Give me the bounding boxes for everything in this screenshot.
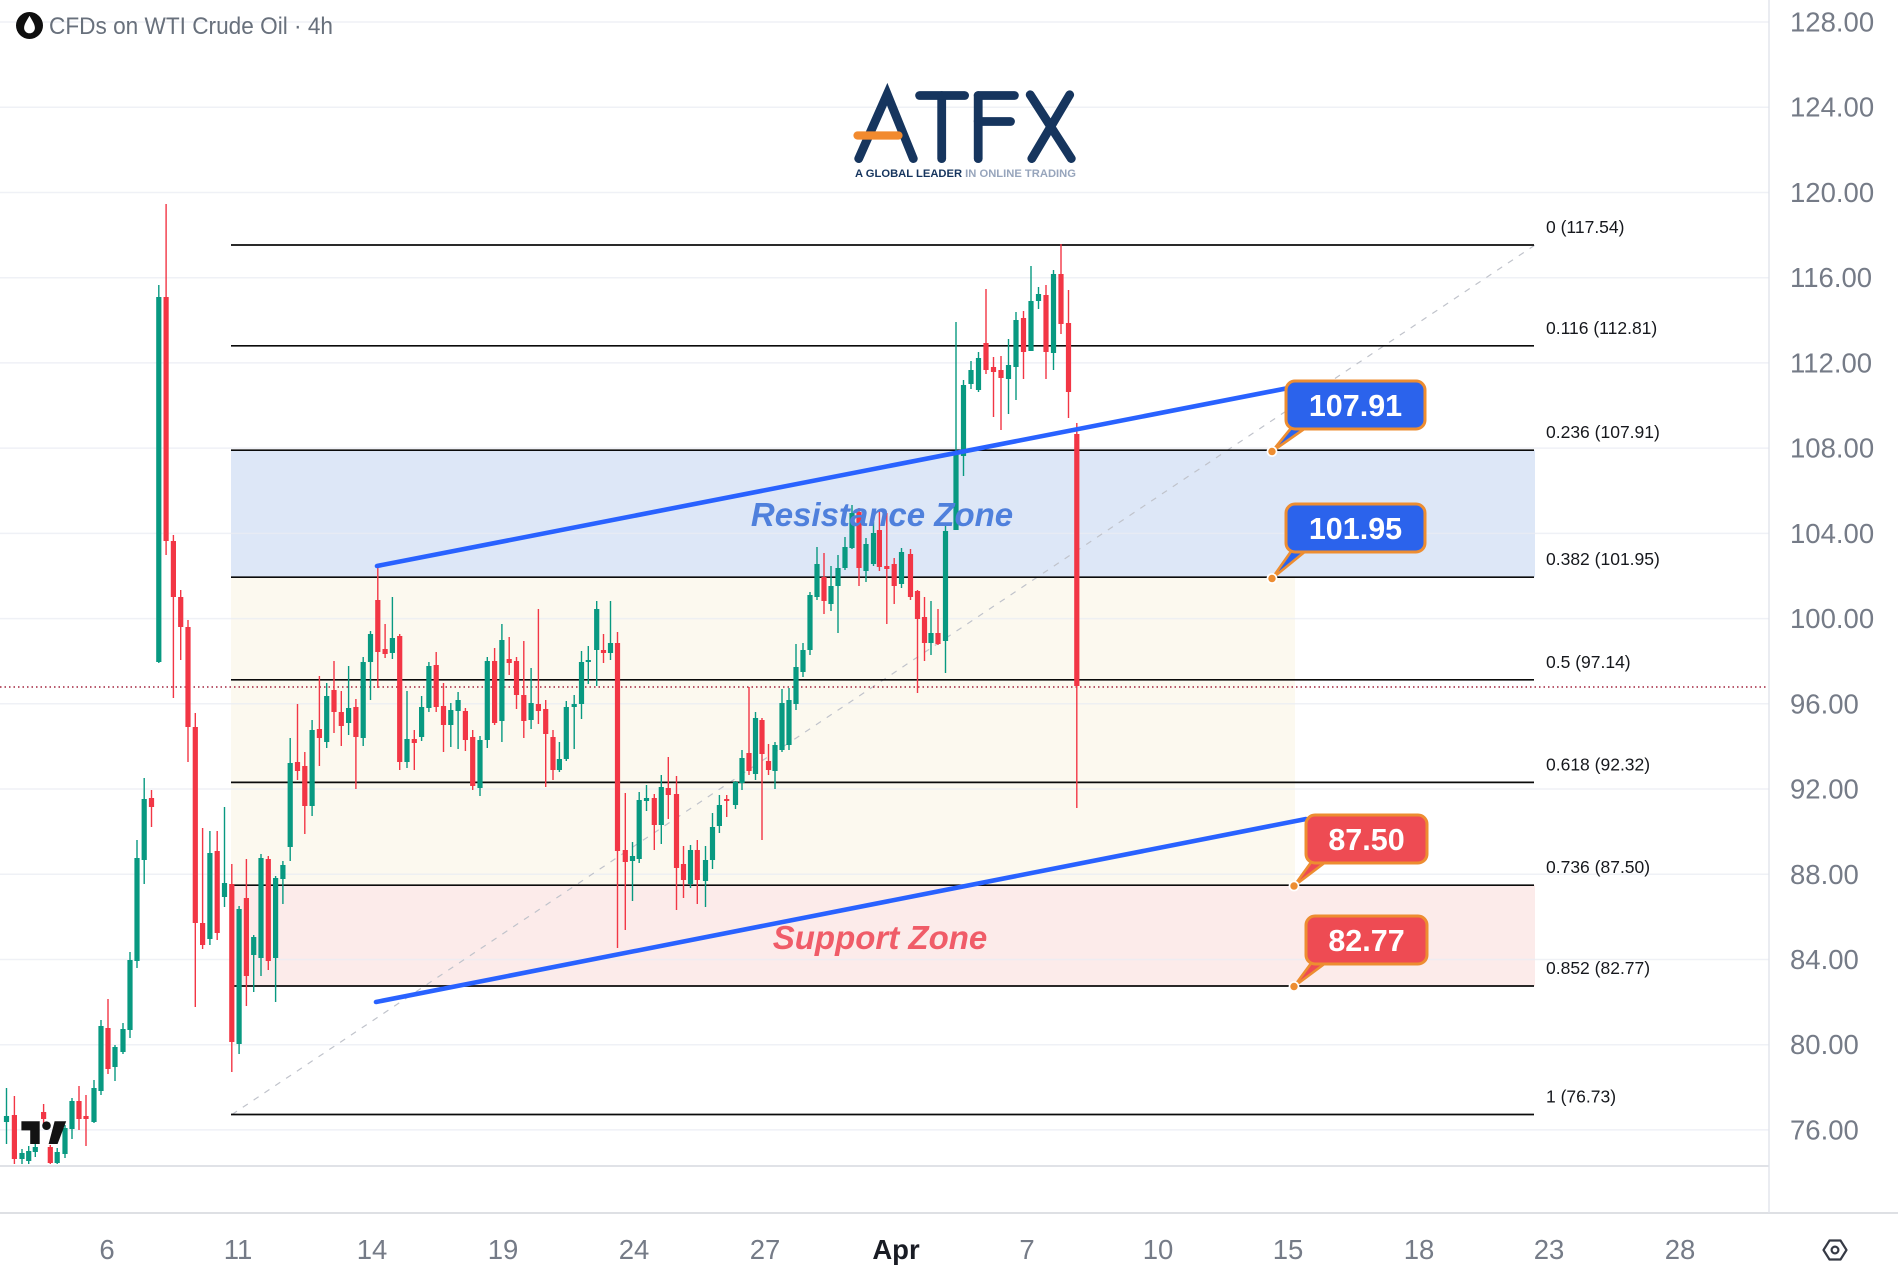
svg-text:0.618 (92.32): 0.618 (92.32) — [1546, 754, 1650, 774]
svg-text:1 (76.73): 1 (76.73) — [1546, 1087, 1616, 1107]
svg-text:0.236 (107.91): 0.236 (107.91) — [1546, 422, 1660, 442]
svg-text:96.00: 96.00 — [1790, 688, 1859, 719]
svg-text:107.91: 107.91 — [1309, 389, 1402, 423]
svg-text:100.00: 100.00 — [1790, 603, 1874, 634]
svg-text:0 (117.54): 0 (117.54) — [1546, 217, 1624, 237]
svg-text:120.00: 120.00 — [1790, 177, 1874, 208]
svg-text:A GLOBAL LEADER IN ONLINE TRAD: A GLOBAL LEADER IN ONLINE TRADING — [855, 168, 1076, 180]
svg-text:0.116 (112.81): 0.116 (112.81) — [1546, 318, 1657, 338]
svg-text:101.95: 101.95 — [1309, 512, 1402, 546]
svg-text:104.00: 104.00 — [1790, 518, 1874, 549]
svg-text:116.00: 116.00 — [1790, 262, 1872, 293]
svg-text:112.00: 112.00 — [1790, 347, 1872, 378]
svg-text:Resistance Zone: Resistance Zone — [751, 496, 1013, 533]
svg-text:82.77: 82.77 — [1328, 924, 1404, 958]
svg-text:84.00: 84.00 — [1790, 944, 1859, 975]
svg-text:27: 27 — [750, 1234, 781, 1265]
svg-text:11: 11 — [224, 1234, 253, 1265]
svg-text:0.736 (87.50): 0.736 (87.50) — [1546, 857, 1650, 877]
svg-text:128.00: 128.00 — [1790, 7, 1874, 38]
svg-text:92.00: 92.00 — [1790, 774, 1859, 805]
svg-text:87.50: 87.50 — [1328, 823, 1404, 857]
svg-text:7: 7 — [1019, 1234, 1034, 1265]
svg-text:18: 18 — [1404, 1234, 1435, 1265]
svg-text:124.00: 124.00 — [1790, 92, 1874, 123]
svg-text:24: 24 — [619, 1234, 650, 1265]
svg-text:80.00: 80.00 — [1790, 1029, 1859, 1060]
svg-text:15: 15 — [1273, 1234, 1304, 1265]
svg-text:10: 10 — [1143, 1234, 1174, 1265]
svg-text:88.00: 88.00 — [1790, 859, 1859, 890]
svg-text:0.5 (97.14): 0.5 (97.14) — [1546, 652, 1631, 672]
svg-text:Support Zone: Support Zone — [773, 919, 987, 956]
svg-text:23: 23 — [1534, 1234, 1565, 1265]
svg-text:14: 14 — [357, 1234, 388, 1265]
svg-text:0.852 (82.77): 0.852 (82.77) — [1546, 958, 1650, 978]
svg-text:28: 28 — [1665, 1234, 1696, 1265]
svg-text:108.00: 108.00 — [1790, 433, 1874, 464]
svg-text:Apr: Apr — [872, 1234, 920, 1265]
svg-text:6: 6 — [99, 1234, 114, 1265]
svg-text:76.00: 76.00 — [1790, 1114, 1859, 1145]
svg-text:19: 19 — [488, 1234, 519, 1265]
svg-text:0.382 (101.95): 0.382 (101.95) — [1546, 549, 1660, 569]
svg-text:CFDs on WTI Crude Oil · 4h: CFDs on WTI Crude Oil · 4h — [49, 13, 333, 40]
